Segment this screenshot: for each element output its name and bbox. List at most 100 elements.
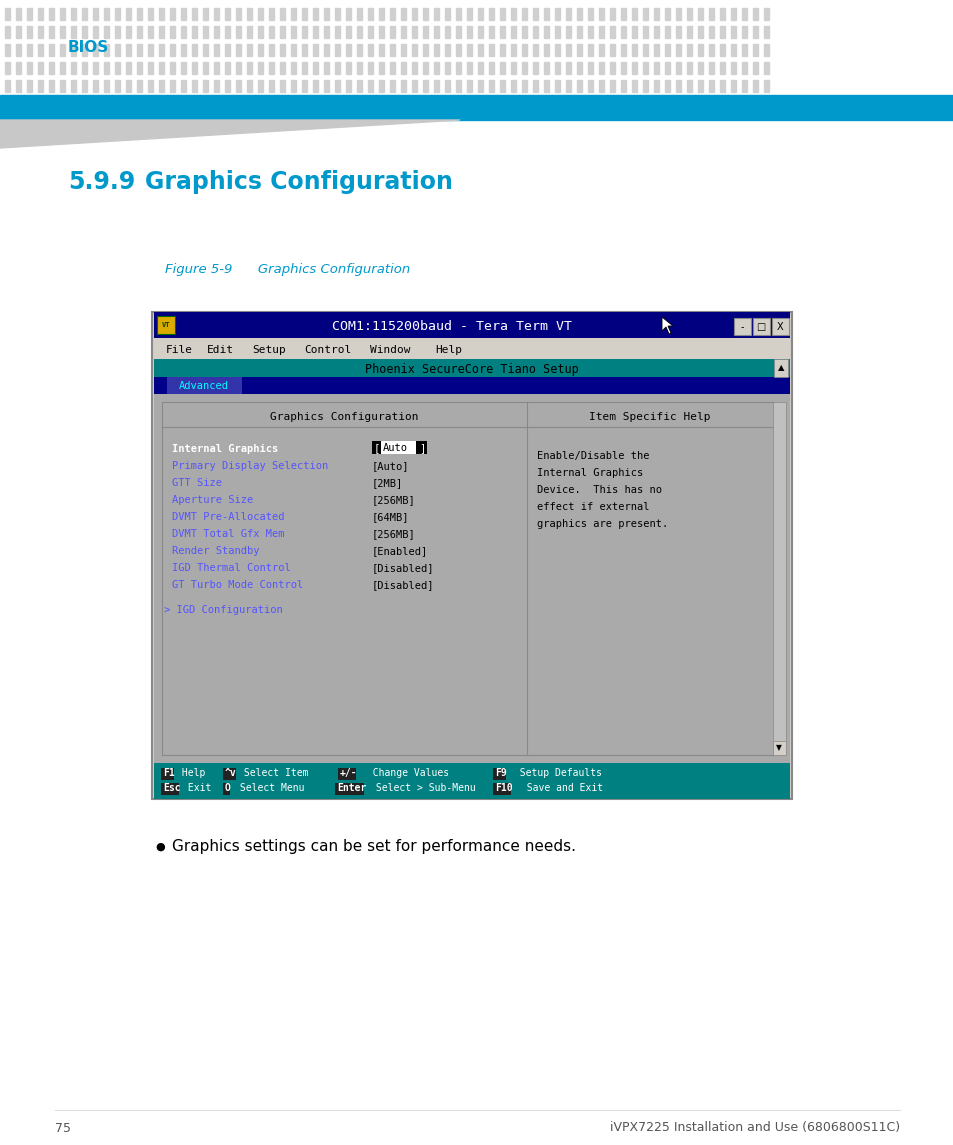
Bar (126, 80, 131, 92)
Text: [Enabled]: [Enabled] (372, 546, 428, 556)
Text: Internal Graphics: Internal Graphics (537, 468, 642, 477)
Bar (71, 80, 76, 92)
Bar (49, 8, 54, 19)
Text: Enable/Disable the: Enable/Disable the (537, 451, 649, 461)
Bar (456, 62, 460, 74)
Bar (390, 80, 395, 92)
Bar (521, 44, 526, 56)
Text: Phoenix SecureCore Tiano Setup: Phoenix SecureCore Tiano Setup (365, 363, 578, 376)
Bar (38, 8, 43, 19)
Bar (302, 8, 307, 19)
Bar (533, 44, 537, 56)
Bar (5, 8, 10, 19)
Bar (598, 80, 603, 92)
Bar (71, 44, 76, 56)
Text: Exit: Exit (182, 783, 212, 793)
Bar (203, 62, 208, 74)
Bar (378, 62, 384, 74)
Bar (235, 26, 241, 38)
Text: Select Menu: Select Menu (233, 783, 304, 793)
Bar (5, 44, 10, 56)
Bar (302, 62, 307, 74)
Text: Control: Control (304, 345, 351, 355)
Bar (346, 62, 351, 74)
Bar (181, 80, 186, 92)
Bar (631, 62, 637, 74)
Bar (412, 80, 416, 92)
Bar (104, 26, 109, 38)
Bar (730, 26, 735, 38)
Text: ▼: ▼ (775, 743, 781, 752)
Text: File: File (166, 345, 193, 355)
Bar (247, 8, 252, 19)
Bar (60, 8, 65, 19)
Bar (324, 62, 329, 74)
Bar (565, 44, 571, 56)
Bar (390, 44, 395, 56)
Bar (335, 80, 339, 92)
Bar (378, 44, 384, 56)
Bar (493, 768, 505, 780)
Text: DVMT Pre-Allocated: DVMT Pre-Allocated (172, 512, 284, 522)
Bar (434, 62, 438, 74)
Bar (280, 44, 285, 56)
Bar (161, 768, 173, 780)
Bar (157, 316, 174, 334)
Text: Window: Window (370, 345, 410, 355)
Bar (291, 26, 295, 38)
Bar (16, 8, 21, 19)
Bar (213, 44, 219, 56)
Bar (302, 44, 307, 56)
Bar (152, 311, 791, 799)
Bar (609, 8, 615, 19)
Bar (733, 318, 750, 335)
Bar (92, 26, 98, 38)
Bar (511, 8, 516, 19)
Bar (257, 62, 263, 74)
Bar (587, 62, 593, 74)
Text: 5.9.9: 5.9.9 (68, 169, 135, 194)
Text: Setup: Setup (252, 345, 286, 355)
Bar (412, 44, 416, 56)
Bar (499, 26, 504, 38)
Bar (631, 44, 637, 56)
Bar (555, 80, 559, 92)
Bar (213, 26, 219, 38)
Bar (493, 783, 511, 795)
Bar (698, 44, 702, 56)
Text: graphics are present.: graphics are present. (537, 519, 667, 529)
Bar (181, 44, 186, 56)
Bar (27, 8, 32, 19)
Bar (92, 8, 98, 19)
Bar (686, 26, 691, 38)
Bar (565, 80, 571, 92)
Bar (291, 44, 295, 56)
Bar (609, 62, 615, 74)
Bar (170, 8, 174, 19)
Bar (642, 26, 647, 38)
Bar (71, 8, 76, 19)
Bar (115, 80, 120, 92)
Bar (257, 8, 263, 19)
Bar (708, 26, 713, 38)
Bar (137, 44, 142, 56)
Bar (104, 80, 109, 92)
Bar (511, 80, 516, 92)
Bar (148, 80, 152, 92)
Bar (60, 80, 65, 92)
Bar (335, 62, 339, 74)
Bar (763, 62, 768, 74)
Bar (159, 62, 164, 74)
Bar (104, 44, 109, 56)
Bar (313, 8, 317, 19)
Text: F1: F1 (163, 768, 174, 777)
Bar (280, 26, 285, 38)
Bar (82, 26, 87, 38)
Bar (434, 44, 438, 56)
Bar (203, 8, 208, 19)
Bar (159, 8, 164, 19)
Bar (49, 44, 54, 56)
Bar (302, 26, 307, 38)
Bar (400, 26, 406, 38)
Bar (577, 80, 581, 92)
